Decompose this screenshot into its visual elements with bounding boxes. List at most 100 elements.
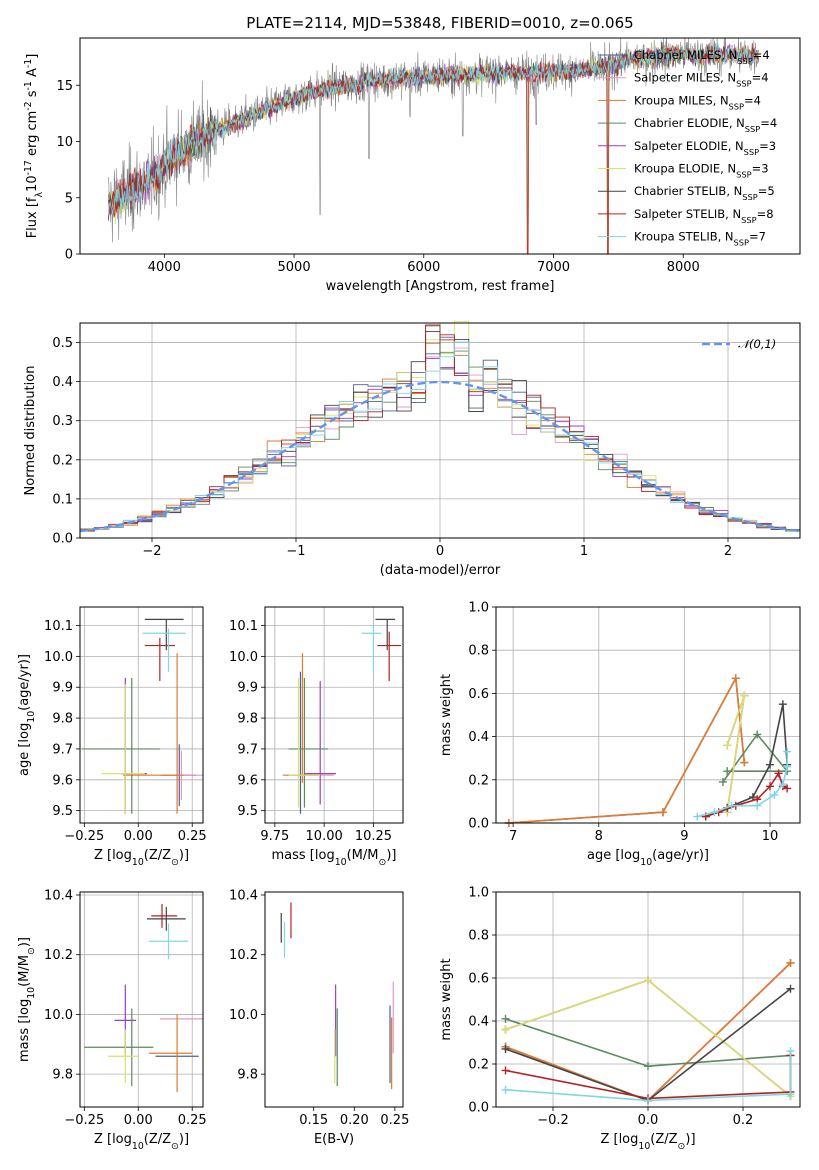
y-tick-label: 0.8 — [468, 929, 489, 944]
x-tick-label: 10.00 — [306, 829, 343, 844]
gaussian-curve — [79, 380, 801, 533]
y-tick-label: 5 — [65, 191, 73, 206]
weight-marker — [786, 984, 795, 993]
weight-marker — [658, 808, 667, 817]
weight-marker — [783, 747, 792, 756]
x-axis-label: Z [log10(Z/Z⊙)] — [94, 1132, 189, 1152]
y-axis-label: mass weight — [439, 674, 454, 756]
y-tick-label: 9.7 — [52, 742, 73, 757]
axes-age_vs_mass: 9.75 10.00 10.25 9.5 9.6 9.7 9.8 9.9 10.0 10.1 mas… — [229, 606, 404, 868]
x-tick-label: 8 — [595, 829, 603, 844]
plot-area-age_vs_mass — [282, 618, 402, 814]
y-tick-label: 9.8 — [52, 1068, 73, 1083]
y-tick-label: 9.6 — [237, 773, 258, 788]
axes-frame — [79, 606, 204, 824]
x-axis-label: age [log10(age/yr)] — [587, 848, 709, 868]
x-axis-label: mass [log10(M/M⊙)] — [272, 848, 397, 868]
plot-area-spectrum — [108, 38, 759, 254]
y-tick-label: 0.0 — [468, 817, 489, 832]
plot-area-mass_vs_Z — [84, 903, 203, 1093]
y-tick-label: 9.8 — [237, 712, 258, 727]
weight-marker — [727, 801, 736, 810]
weight-marker — [718, 777, 727, 786]
weight-marker — [786, 958, 795, 967]
axes-residuals: −2 −1 0 1 2 0.0 0.1 0.2 0.3 0.4 0.5 (data-model)/er… — [23, 320, 801, 578]
weight-line-1 — [508, 675, 746, 824]
x-axis-label: Z [log10(Z/Z⊙)] — [600, 1132, 695, 1152]
legend-label: Kroupa STELIB, NSSP=7 — [634, 230, 766, 248]
axes-frame — [264, 891, 404, 1108]
weight-marker — [783, 784, 792, 793]
axes-frame — [264, 606, 404, 824]
model-fit-8 — [108, 43, 759, 216]
plot-area-residuals — [79, 320, 801, 533]
y-tick-label: 15 — [56, 79, 73, 94]
weight-marker — [753, 730, 762, 739]
x-tick-label: 0.00 — [124, 1113, 153, 1128]
weight-marker — [783, 762, 792, 771]
x-tick-label: −0.2 — [537, 1113, 569, 1128]
spectrum-legend: Chabrier MILES, NSSP=4 Salpeter MILES, NS… — [598, 48, 777, 248]
residuals-legend: 𝒩(0,1) — [702, 337, 776, 351]
y-tick-label: 1.0 — [468, 886, 489, 901]
x-tick-label: 8000 — [667, 260, 700, 275]
legend-label: Chabrier ELODIE, NSSP=4 — [634, 116, 777, 134]
weight-marker — [786, 1090, 795, 1099]
y-tick-label: 0.0 — [52, 532, 73, 547]
y-tick-label: 0 — [65, 248, 73, 263]
y-tick-label: 10.0 — [229, 650, 258, 665]
y-axis-label: Normed distribution — [23, 366, 38, 496]
y-tick-label: 10.0 — [44, 650, 73, 665]
legend-label: 𝒩(0,1) — [738, 337, 776, 351]
weight-marker — [740, 758, 749, 767]
weight-marker — [731, 674, 740, 683]
y-tick-label: 0.2 — [52, 453, 73, 468]
legend-label: Kroupa ELODIE, NSSP=3 — [634, 162, 769, 180]
x-axis-label: E(B-V) — [314, 1132, 354, 1147]
x-tick-label: 9.75 — [260, 829, 289, 844]
y-tick-label: 0.4 — [52, 375, 73, 390]
weight-line-0 — [508, 675, 746, 824]
weight-marker — [778, 700, 787, 709]
y-tick-label: 9.6 — [52, 773, 73, 788]
axes-frame — [79, 891, 204, 1108]
y-tick-label: 10.2 — [229, 948, 258, 963]
y-tick-label: 10.2 — [44, 948, 73, 963]
y-axis-label: mass weight — [439, 958, 454, 1040]
axes-age_vs_Z: −0.25 0.00 0.25 9.5 9.6 9.7 9.8 9.9 10.0 10.1 Z [l… — [17, 606, 207, 868]
x-tick-label: 4000 — [148, 260, 181, 275]
weight-line-8 — [697, 751, 789, 818]
weight-marker — [710, 808, 719, 817]
y-tick-label: 0.6 — [468, 687, 489, 702]
histogram-8 — [80, 341, 800, 531]
y-tick-label: 0.2 — [468, 773, 489, 788]
x-tick-label: 0.25 — [178, 829, 207, 844]
y-tick-label: 10.1 — [44, 619, 73, 634]
axes-spectrum: 4000 5000 6000 7000 8000 0 5 10 15 wavelength [An… — [23, 37, 801, 294]
plot-area-mass_vs_ebv — [280, 902, 394, 1090]
weight-marker — [644, 1062, 652, 1071]
weight-line-8 — [505, 1051, 792, 1102]
weight-marker — [770, 790, 779, 799]
y-tick-label: 10.4 — [44, 888, 73, 903]
weight-marker — [774, 769, 783, 778]
weight-marker — [501, 1014, 510, 1023]
x-axis-label: Z [log10(Z/Z⊙)] — [94, 848, 189, 868]
x-tick-label: −0.25 — [64, 1113, 104, 1128]
y-tick-label: 9.5 — [52, 804, 73, 819]
y-tick-label: 9.9 — [52, 681, 73, 696]
x-tick-label: 0.25 — [380, 1113, 409, 1128]
y-tick-label: 0.1 — [52, 492, 73, 507]
x-tick-label: 0 — [436, 544, 444, 559]
weight-marker — [723, 741, 732, 750]
y-axis-label: age [log10(age/yr)] — [17, 654, 37, 776]
x-tick-label: 10 — [762, 829, 779, 844]
x-tick-label: 2 — [724, 544, 732, 559]
legend-label: Kroupa MILES, NSSP=4 — [634, 93, 761, 111]
y-tick-label: 1.0 — [468, 601, 489, 616]
x-tick-label: 0.00 — [124, 829, 153, 844]
y-tick-label: 10.0 — [229, 1008, 258, 1023]
y-tick-label: 9.9 — [237, 681, 258, 696]
x-tick-label: 7000 — [537, 260, 570, 275]
y-tick-label: 0.3 — [52, 414, 73, 429]
